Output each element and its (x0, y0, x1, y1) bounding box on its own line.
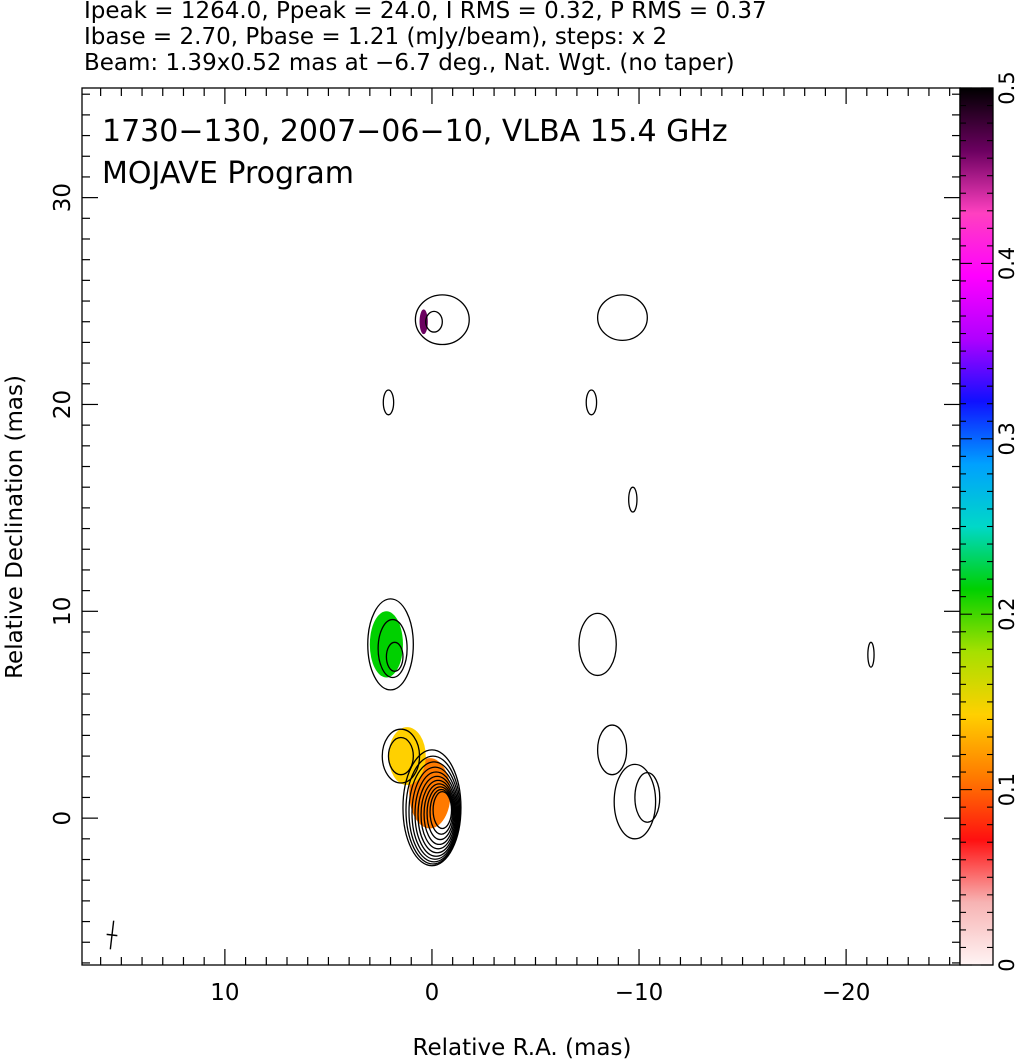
x-axis-label: Relative R.A. (mas) (413, 1035, 632, 1061)
beam-minor-axis (106, 933, 118, 937)
x-tick-label: −20 (822, 980, 871, 1006)
core-contour-10 (432, 790, 453, 830)
contour-11 (596, 294, 648, 341)
core-contour-6 (420, 779, 456, 850)
contour-6 (425, 310, 443, 333)
colorbar-tick-label: 0.4 (995, 247, 1019, 280)
core-contour-8 (426, 786, 455, 841)
plot-axes: 10 0 −10 −20 0 10 20 30 (50, 87, 961, 1006)
y-tick-label: 20 (50, 390, 76, 419)
y-tick-label: 10 (50, 597, 76, 626)
contour-0 (381, 728, 421, 784)
contour-1 (387, 736, 414, 776)
core-contour-2 (408, 761, 460, 863)
contour-lines (367, 294, 875, 867)
contour-13 (628, 486, 638, 513)
polarization-color-patches (369, 309, 451, 829)
contour-10 (578, 612, 617, 677)
contour-14 (382, 389, 395, 416)
map-annotation-program: MOJAVE Program (102, 156, 354, 191)
x-tick-label: 10 (210, 980, 239, 1006)
header-line-1: Ipeak = 1264.0, Ppeak = 24.0, I RMS = 0.… (84, 0, 767, 24)
core-contour-9 (429, 788, 454, 835)
colorbar-tick-label: 0.5 (995, 71, 1019, 104)
core-contour-5 (417, 775, 457, 854)
contour-9 (596, 724, 628, 776)
contour-15 (867, 641, 875, 668)
core-contour-3 (411, 766, 459, 860)
color-patch-2 (369, 611, 403, 678)
contour-8 (634, 771, 661, 823)
x-tick-label: −10 (615, 980, 664, 1006)
beam-marker (106, 920, 118, 950)
colorbar-tick-label: 0.1 (995, 773, 1019, 806)
map-annotation-title: 1730−130, 2007−06−10, VLBA 15.4 GHz (102, 114, 728, 149)
y-axis-label: Relative Declination (mas) (2, 375, 28, 679)
contour-7 (613, 763, 657, 840)
header-line-3: Beam: 1.39x0.52 mas at −6.7 deg., Nat. W… (84, 50, 735, 76)
plot-frame (81, 87, 961, 966)
colorbar-ticks: 0 0.1 0.2 0.3 0.4 0.5 (960, 71, 1019, 972)
core-contour-7 (423, 783, 456, 846)
contour-12 (585, 389, 598, 416)
y-tick-label: 0 (50, 811, 76, 826)
core-contour-1 (405, 755, 461, 865)
color-patch-3 (419, 309, 428, 335)
contour-4 (385, 641, 404, 672)
contour-2 (367, 598, 414, 691)
colorbar-tick-label: 0 (995, 958, 1019, 971)
core-contour-4 (414, 771, 458, 857)
contour-5 (414, 294, 470, 346)
x-tick-label: 0 (425, 980, 440, 1006)
colorbar-tick-label: 0.2 (995, 597, 1019, 630)
header-line-2: Ibase = 2.70, Pbase = 1.21 (mJy/beam), s… (84, 24, 668, 50)
y-tick-label: 30 (50, 183, 76, 212)
contour-3 (377, 618, 408, 679)
core-contour-0 (402, 749, 462, 867)
colorbar-tick-label: 0.3 (995, 422, 1019, 455)
